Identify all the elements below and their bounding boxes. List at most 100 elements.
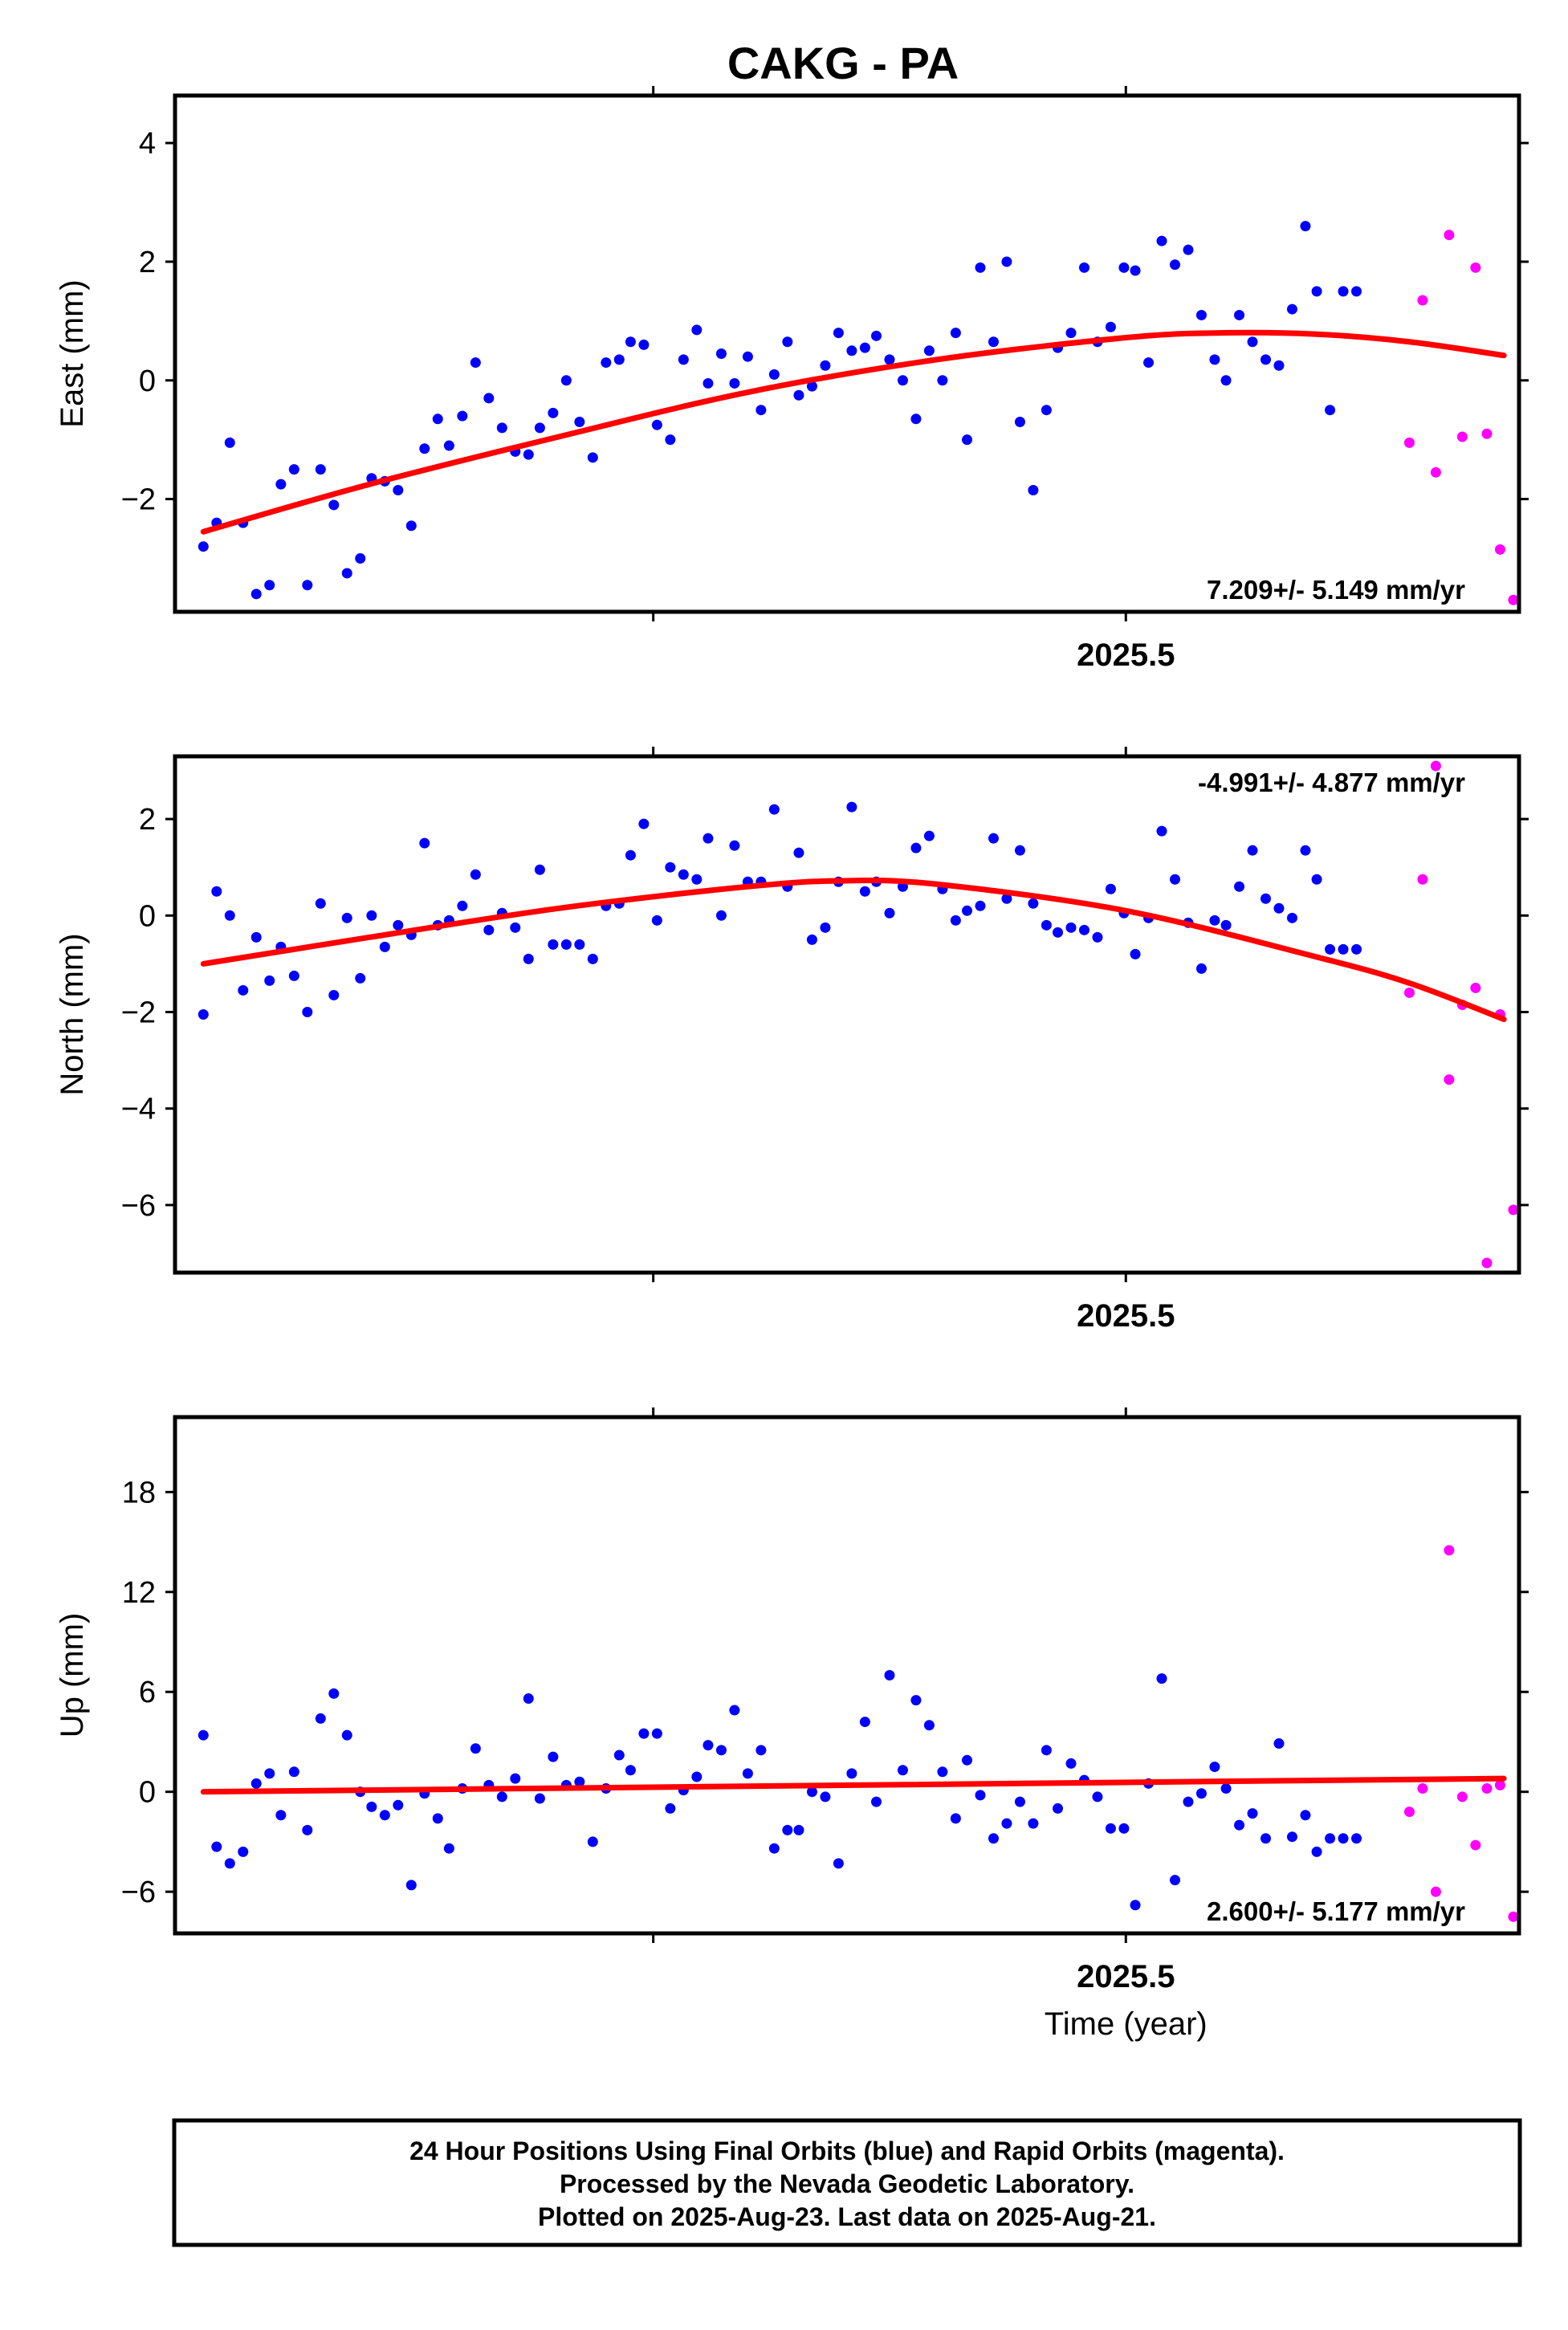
up-rapid-point [1537, 1777, 1547, 1787]
caption-line-1: 24 Hour Positions Using Final Orbits (bl… [409, 2137, 1285, 2165]
east-final-point [897, 375, 908, 386]
north-final-point [315, 898, 326, 909]
up-plot-area [198, 1545, 1547, 1922]
east-final-point [923, 345, 935, 356]
east-final-point [625, 336, 636, 348]
north-rapid-point [1470, 982, 1481, 993]
east-final-point [1130, 265, 1141, 276]
north-final-point [859, 886, 870, 897]
north-final-point [548, 939, 559, 950]
east-final-point [288, 464, 299, 475]
east-rapid-point [1403, 437, 1415, 448]
north-final-point [483, 924, 495, 935]
north-rapid-point [1417, 874, 1428, 885]
east-final-point [870, 330, 882, 341]
up-final-point [302, 1824, 313, 1835]
north-final-point [1220, 919, 1232, 931]
up-ytick-label: 12 [122, 1576, 156, 1610]
up-final-point [768, 1843, 780, 1854]
east-plot-area [198, 221, 1519, 605]
north-final-point [419, 837, 430, 849]
east-final-point [1261, 354, 1272, 365]
north-ytick-label: 2 [139, 803, 156, 837]
east-final-point [470, 357, 481, 369]
east-final-point [432, 413, 443, 425]
east-final-point [742, 351, 753, 362]
north-final-point [1273, 902, 1285, 914]
east-final-point [651, 419, 662, 430]
east-rapid-point [1470, 262, 1481, 273]
north-final-point [1041, 919, 1052, 931]
up-final-point [328, 1688, 340, 1699]
east-final-point [1118, 262, 1130, 273]
north-final-point [1092, 931, 1103, 943]
north-final-point [962, 905, 973, 916]
east-final-point [224, 437, 235, 448]
up-frame [173, 1415, 1521, 1936]
east-final-point [275, 479, 287, 490]
east-final-point [1014, 416, 1025, 427]
east-final-point [703, 377, 714, 389]
north-final-point [1338, 943, 1349, 955]
up-rapid-point [1417, 1783, 1428, 1794]
north-rate-text: -4.991+/- 4.877 mm/yr [1198, 768, 1465, 797]
up-final-point [534, 1793, 545, 1804]
up-final-point [1247, 1808, 1258, 1819]
up-final-point [962, 1754, 973, 1766]
north-ytick-label: −6 [121, 1189, 156, 1223]
up-final-point [224, 1858, 235, 1869]
up-final-point [715, 1745, 727, 1756]
north-xtick-label: 2025.5 [1077, 1298, 1175, 1334]
up-final-point [897, 1765, 908, 1776]
up-final-point [393, 1799, 404, 1811]
east-final-point [1001, 256, 1012, 267]
east-rapid-point [1444, 230, 1455, 241]
up-final-point [574, 1776, 585, 1787]
up-final-point [729, 1705, 740, 1716]
north-final-point [523, 953, 534, 964]
north-final-point [884, 907, 895, 919]
east-final-point [1169, 259, 1180, 271]
east-ylabel: East (mm) [55, 279, 90, 427]
east-final-point [755, 405, 767, 416]
north-rapid-point [1403, 987, 1415, 998]
north-final-point [238, 984, 249, 996]
east-final-point [820, 360, 831, 371]
caption-box: 24 Hour Positions Using Final Orbits (bl… [172, 2118, 1522, 2247]
up-rapid-point [1508, 1911, 1519, 1922]
north-final-point [793, 847, 804, 858]
up-final-point [691, 1771, 703, 1782]
north-final-point [1261, 893, 1272, 904]
up-final-point [443, 1843, 454, 1854]
east-final-point [910, 413, 922, 425]
east-final-point [355, 552, 366, 564]
up-final-point [665, 1802, 676, 1814]
north-final-point [820, 922, 831, 933]
east-final-point [198, 541, 209, 552]
north-final-point [1247, 845, 1258, 856]
east-final-point [950, 328, 961, 339]
north-frame [173, 754, 1521, 1275]
east-final-point [1325, 405, 1336, 416]
north-final-point [1014, 845, 1025, 856]
north-panel: −6 −4 −2 0 2 2025.5 North (mm) -4.991+/- 4.877 … [55, 747, 1529, 1334]
north-final-point [950, 914, 961, 926]
north-final-point [715, 910, 727, 921]
up-final-point [1014, 1796, 1025, 1807]
up-final-point [1156, 1673, 1167, 1684]
up-final-point [782, 1824, 793, 1835]
east-final-point [534, 422, 545, 434]
east-final-point [1183, 244, 1194, 255]
north-ytick-label: 0 [139, 899, 156, 933]
east-final-point [1286, 303, 1297, 315]
east-final-point [587, 452, 598, 463]
up-final-point [613, 1750, 625, 1761]
up-final-point [975, 1790, 986, 1801]
east-final-point [715, 348, 727, 359]
east-final-point [1195, 309, 1207, 320]
up-final-point [651, 1728, 662, 1739]
east-final-point [1300, 221, 1311, 232]
up-final-point [1053, 1802, 1064, 1814]
north-final-point [1234, 881, 1245, 892]
up-final-point [820, 1791, 831, 1802]
